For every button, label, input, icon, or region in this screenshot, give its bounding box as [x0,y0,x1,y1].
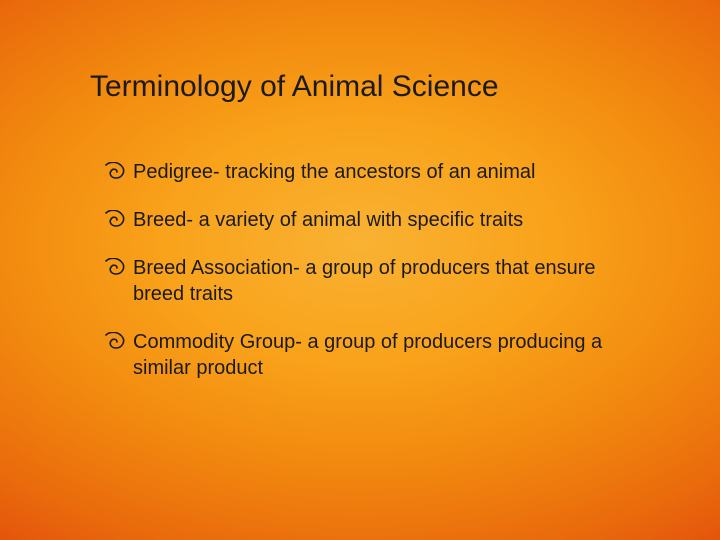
swirl-bullet-icon [105,162,131,180]
list-item-text: Breed- a variety of animal with specific… [133,207,650,233]
list-item-text: Breed Association- a group of producers … [133,255,650,307]
list-item: Breed- a variety of animal with specific… [105,207,650,233]
swirl-bullet-icon [105,332,131,350]
slide: Terminology of Animal Science Pedigree- … [0,0,720,540]
list-item-text: Pedigree- tracking the ancestors of an a… [133,159,650,185]
list-item: Commodity Group- a group of producers pr… [105,329,650,381]
slide-title: Terminology of Animal Science [90,70,650,104]
list-item: Pedigree- tracking the ancestors of an a… [105,159,650,185]
list-item-text: Commodity Group- a group of producers pr… [133,329,650,381]
swirl-bullet-icon [105,210,131,228]
list-item: Breed Association- a group of producers … [105,255,650,307]
bullet-list: Pedigree- tracking the ancestors of an a… [105,159,650,381]
swirl-bullet-icon [105,258,131,276]
